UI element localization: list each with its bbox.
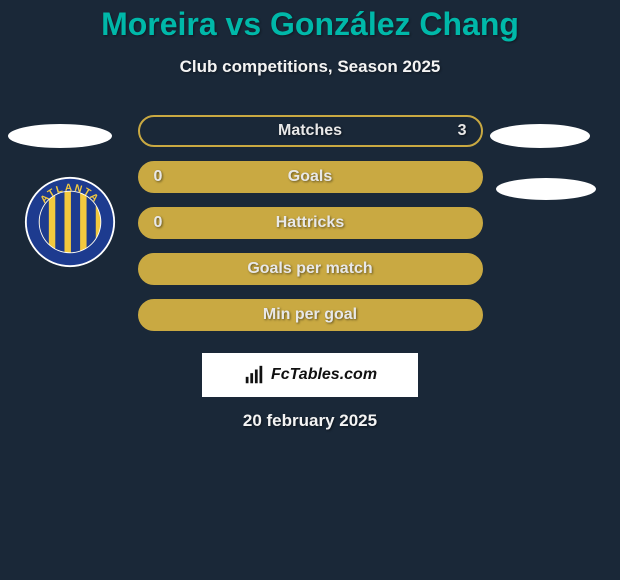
stat-label: Matches bbox=[278, 122, 342, 140]
stat-label: Goals bbox=[288, 168, 332, 186]
avatar-placeholder-right-1 bbox=[490, 124, 590, 148]
stat-right: 3 bbox=[458, 122, 467, 140]
page-title: Moreira vs González Chang bbox=[0, 6, 620, 43]
stat-label: Min per goal bbox=[263, 306, 357, 324]
date-text: 20 february 2025 bbox=[0, 411, 620, 431]
stat-row-min-per-goal: Min per goal bbox=[138, 299, 483, 331]
stat-label: Goals per match bbox=[247, 260, 372, 278]
page-subtitle: Club competitions, Season 2025 bbox=[0, 57, 620, 77]
stat-left: 0 bbox=[154, 214, 163, 232]
stat-row-goals: 0 Goals bbox=[138, 161, 483, 193]
brand-box[interactable]: FcTables.com bbox=[202, 353, 418, 397]
brand-text: FcTables.com bbox=[271, 366, 377, 384]
stat-left: 0 bbox=[154, 168, 163, 186]
stat-label: Hattricks bbox=[276, 214, 344, 232]
stat-row-goals-per-match: Goals per match bbox=[138, 253, 483, 285]
club-badge: ATLANTA bbox=[24, 176, 116, 268]
stat-row-hattricks: 0 Hattricks bbox=[138, 207, 483, 239]
avatar-placeholder-right-2 bbox=[496, 178, 596, 200]
stat-row-matches: Matches 3 bbox=[138, 115, 483, 147]
avatar-placeholder-left bbox=[8, 124, 112, 148]
bar-chart-icon bbox=[243, 364, 265, 386]
